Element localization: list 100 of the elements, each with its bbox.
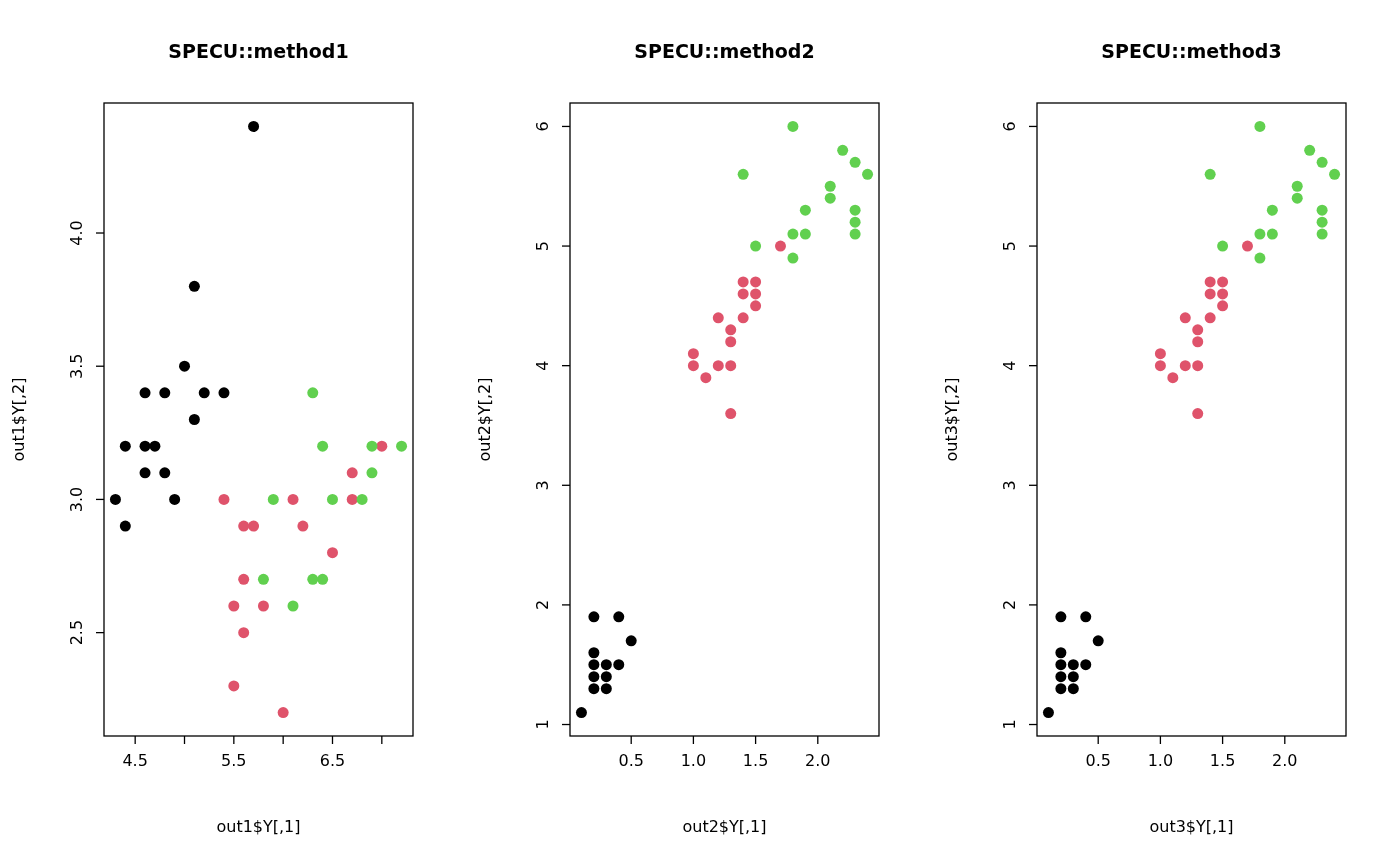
point bbox=[1067, 683, 1079, 695]
point bbox=[1067, 659, 1079, 671]
point bbox=[1217, 300, 1229, 312]
point bbox=[787, 252, 799, 264]
point bbox=[1192, 408, 1204, 420]
point bbox=[1154, 360, 1166, 372]
point bbox=[849, 228, 861, 240]
point bbox=[600, 683, 612, 695]
point bbox=[849, 156, 861, 168]
point bbox=[849, 204, 861, 216]
x-tick-label: 4.5 bbox=[122, 751, 148, 770]
point bbox=[750, 300, 762, 312]
y-tick-label: 5 bbox=[533, 240, 552, 252]
point bbox=[837, 144, 849, 156]
y-axis-title: out2$Y[,2] bbox=[475, 377, 494, 462]
point bbox=[1316, 204, 1328, 216]
y-tick-label: 4 bbox=[1000, 360, 1019, 371]
point bbox=[588, 683, 600, 695]
point bbox=[613, 611, 625, 623]
point bbox=[287, 493, 299, 505]
point bbox=[1316, 156, 1328, 168]
point bbox=[750, 288, 762, 300]
point bbox=[725, 408, 737, 420]
point bbox=[1204, 168, 1216, 180]
point bbox=[1329, 168, 1341, 180]
point bbox=[307, 573, 319, 585]
point bbox=[1254, 120, 1266, 132]
point bbox=[1316, 216, 1328, 228]
point bbox=[1192, 336, 1204, 348]
point bbox=[712, 360, 724, 372]
point bbox=[366, 467, 378, 479]
point bbox=[799, 204, 811, 216]
y-axis-title: out1$Y[,2] bbox=[9, 377, 28, 462]
point bbox=[1316, 228, 1328, 240]
y-tick-label: 5 bbox=[1000, 240, 1019, 252]
point bbox=[1291, 180, 1303, 192]
point bbox=[326, 547, 338, 559]
point bbox=[1266, 228, 1278, 240]
point bbox=[1217, 276, 1229, 288]
point bbox=[1204, 288, 1216, 300]
point bbox=[139, 387, 151, 399]
point bbox=[159, 387, 171, 399]
x-tick-label: 0.5 bbox=[1085, 751, 1111, 770]
point bbox=[700, 372, 712, 384]
point bbox=[1179, 312, 1191, 324]
point bbox=[1254, 228, 1266, 240]
point bbox=[712, 312, 724, 324]
y-tick-label: 3.5 bbox=[67, 353, 86, 379]
point bbox=[824, 180, 836, 192]
chart-title: SPECU::method1 bbox=[168, 40, 349, 62]
point bbox=[588, 647, 600, 659]
point bbox=[248, 520, 260, 532]
point bbox=[317, 440, 329, 452]
point bbox=[228, 680, 240, 692]
point bbox=[238, 573, 250, 585]
y-tick-label: 1 bbox=[533, 719, 552, 730]
point bbox=[1067, 671, 1079, 683]
point bbox=[750, 240, 762, 252]
y-axis-title: out3$Y[,2] bbox=[942, 377, 961, 462]
point bbox=[787, 228, 799, 240]
point bbox=[725, 336, 737, 348]
x-tick-label: 1.5 bbox=[742, 751, 769, 770]
x-tick-label: 1.5 bbox=[1209, 751, 1236, 770]
point bbox=[366, 440, 378, 452]
point bbox=[787, 120, 799, 132]
y-tick-label: 1 bbox=[1000, 719, 1019, 730]
point bbox=[737, 276, 749, 288]
point bbox=[356, 493, 368, 505]
point bbox=[188, 280, 200, 292]
point bbox=[248, 120, 260, 132]
x-tick-label: 1.0 bbox=[680, 751, 707, 770]
point bbox=[1254, 252, 1266, 264]
y-tick-label: 6 bbox=[533, 121, 552, 132]
point bbox=[588, 611, 600, 623]
point bbox=[600, 659, 612, 671]
point bbox=[1080, 611, 1092, 623]
x-tick-label: 2.0 bbox=[1272, 751, 1298, 770]
point bbox=[218, 387, 230, 399]
point bbox=[1266, 204, 1278, 216]
point bbox=[575, 707, 587, 719]
y-tick-label: 2.5 bbox=[67, 619, 86, 646]
point bbox=[588, 671, 600, 683]
point bbox=[188, 414, 200, 425]
point bbox=[600, 671, 612, 683]
point bbox=[1204, 312, 1216, 324]
point bbox=[687, 348, 699, 360]
point bbox=[109, 493, 121, 505]
point bbox=[1080, 659, 1092, 671]
y-tick-label: 3.0 bbox=[67, 486, 86, 513]
point bbox=[1092, 635, 1104, 647]
x-axis-title: out2$Y[,1] bbox=[682, 817, 767, 836]
y-tick-label: 3 bbox=[533, 480, 552, 491]
point bbox=[119, 520, 131, 532]
x-tick-label: 2.0 bbox=[805, 751, 831, 770]
y-tick-label: 3 bbox=[1000, 480, 1019, 491]
point bbox=[257, 573, 269, 585]
point bbox=[198, 387, 210, 399]
point bbox=[1241, 240, 1253, 252]
point bbox=[1167, 372, 1179, 384]
point bbox=[1291, 192, 1303, 204]
